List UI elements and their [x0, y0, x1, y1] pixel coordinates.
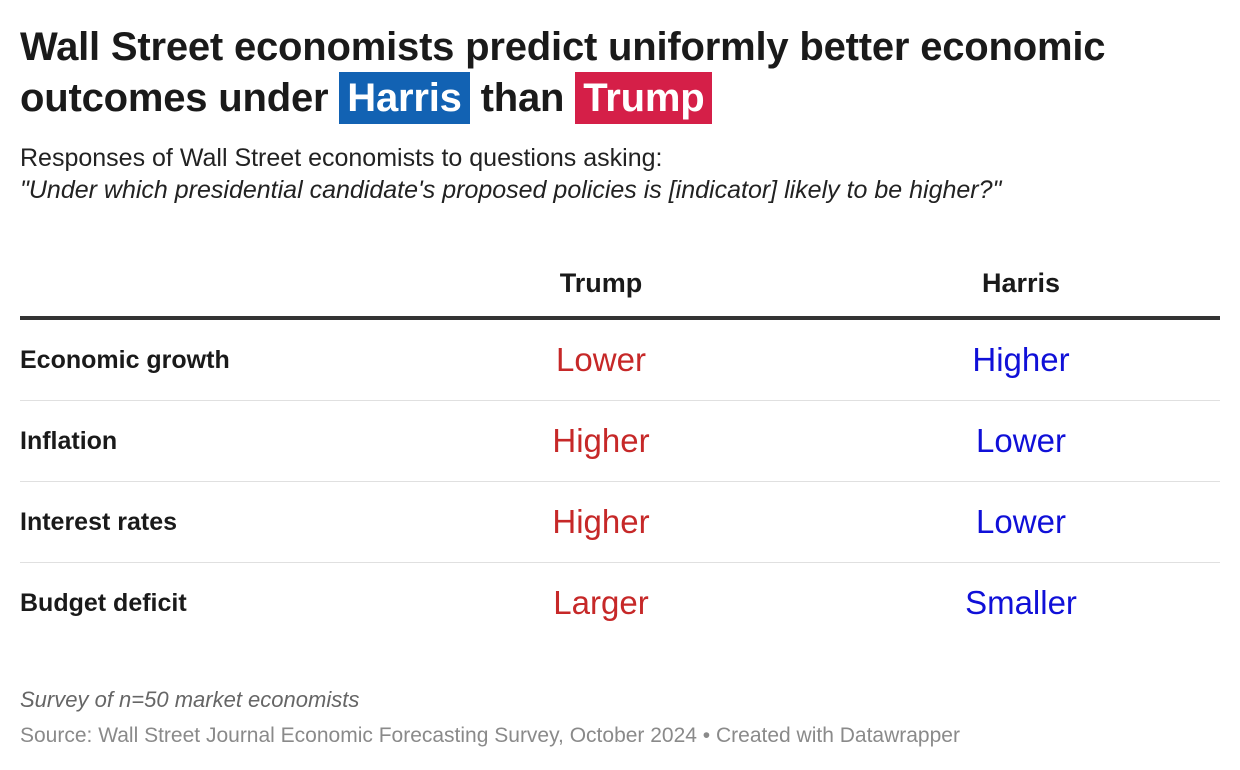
subtitle-question: "Under which presidential candidate's pr… [20, 176, 1002, 204]
indicator-label: Interest rates [20, 481, 380, 563]
indicator-label: Economic growth [20, 318, 380, 401]
source-line: Source: Wall Street Journal Economic For… [20, 724, 960, 747]
trump-value: Higher [380, 481, 822, 563]
indicator-label: Budget deficit [20, 588, 187, 617]
chart-title: Wall Street economists predict uniformly… [20, 22, 1220, 124]
harris-value: Smaller [965, 584, 1077, 621]
column-header-trump: Trump [380, 250, 822, 320]
harris-highlight: Harris [339, 72, 470, 124]
table-body: Economic growth Lower Higher Inflation Highe… [20, 318, 1220, 643]
harris-value: Lower [822, 400, 1220, 482]
comparison-table: Trump Harris Economic growth Lower Higher I… [20, 250, 1220, 643]
trump-value: Larger [553, 584, 649, 621]
trump-highlight: Trump [575, 72, 713, 124]
chart-footer: Survey of n=50 market economists Source:… [20, 686, 1220, 750]
column-header-harris: Harris [822, 250, 1220, 320]
header: Wall Street economists predict uniformly… [20, 22, 1220, 206]
title-line2-prefix: outcomes under [20, 76, 329, 120]
survey-note: Survey of n=50 market economists [20, 687, 360, 712]
title-than: than [480, 76, 565, 120]
table-header-row: Trump Harris [20, 250, 1220, 320]
row-header-blank [20, 250, 380, 320]
table-row: Interest rates Higher Lower [20, 481, 1220, 563]
trump-value: Lower [380, 318, 822, 401]
harris-value: Higher [822, 318, 1220, 401]
table-row: Economic growth Lower Higher [20, 318, 1220, 401]
title-line1: Wall Street economists predict uniformly… [20, 25, 1106, 69]
trump-value: Higher [380, 400, 822, 482]
harris-value: Lower [822, 481, 1220, 563]
indicator-label: Inflation [20, 400, 380, 482]
table-row: Inflation Higher Lower [20, 400, 1220, 482]
chart-subtitle: Responses of Wall Street economists to q… [20, 142, 1220, 206]
table-row: Budget deficit Larger Smaller [20, 563, 1220, 644]
subtitle-line: Responses of Wall Street economists to q… [20, 144, 663, 172]
